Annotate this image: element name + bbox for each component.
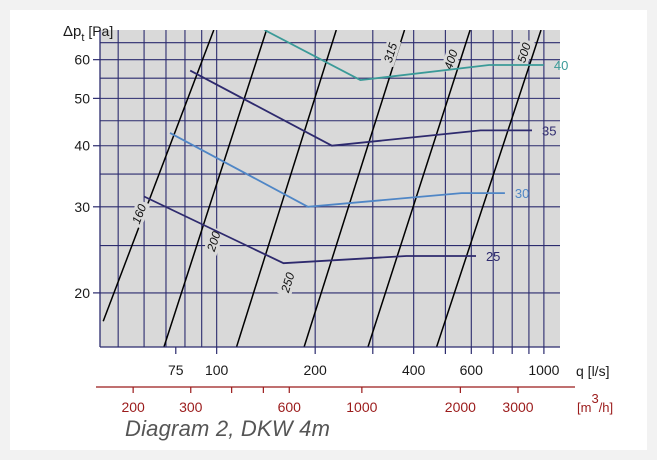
diameter-label-160: 160 [129, 202, 149, 226]
series-line-40 [264, 30, 544, 82]
series-label-25: 25 [486, 249, 500, 264]
series-label-30: 30 [515, 186, 529, 201]
ticks: 20 30 40 50 60 75 100 200 400 600 1000 200 300 600 100… [74, 52, 559, 415]
x-tick-label: 1000 [528, 362, 559, 378]
series-label-40: 40 [554, 58, 568, 73]
secondary-x-tick-label: 200 [121, 399, 145, 415]
diameter-line-400 [367, 30, 471, 347]
secondary-x-tick-label: 300 [179, 399, 203, 415]
y-tick-label: 30 [74, 199, 90, 215]
series-line-25 [143, 195, 476, 265]
y-tick-label: 60 [74, 52, 90, 68]
secondary-x-tick-label: 2000 [445, 399, 476, 415]
diameter-lines: 160 200 250 315 400 500 [102, 30, 542, 347]
diameter-label-400: 400 [441, 48, 461, 72]
diameter-label-bg [277, 268, 299, 298]
chart-caption: Diagram 2, DKW 4m [125, 416, 331, 441]
diameter-label-bg [128, 199, 151, 229]
diameter-line-200 [163, 30, 268, 347]
series-line-30 [169, 132, 505, 208]
axes [96, 30, 575, 388]
diameter-label-bg [379, 38, 402, 68]
diameter-label-500: 500 [514, 41, 534, 65]
secondary-x-tick-label: 1000 [346, 399, 377, 415]
x-tick-label: 400 [402, 362, 426, 378]
series-lines: 25 30 35 40 [143, 30, 568, 265]
secondary-x-tick-label: 3000 [502, 399, 533, 415]
x-tick-label: 600 [460, 362, 484, 378]
x-tick-label: 100 [205, 362, 229, 378]
x-axis-label: q [l/s] [576, 363, 609, 379]
y-axis-label: Δpt [Pa] [63, 23, 113, 44]
diameter-line-250 [235, 30, 337, 347]
diameter-line-315 [303, 30, 406, 347]
secondary-x-tick-label: 600 [278, 399, 302, 415]
y-tick-label: 40 [74, 138, 90, 154]
y-tick-label: 50 [74, 90, 90, 106]
diameter-label-250: 250 [278, 271, 298, 296]
x-tick-label: 200 [303, 362, 327, 378]
plot-area [100, 30, 560, 347]
diameter-label-200: 200 [204, 229, 224, 254]
secondary-x-axis-label: [m3/h] [577, 391, 613, 415]
diameter-line-160 [102, 30, 215, 322]
series-line-35 [189, 69, 532, 147]
diameter-label-bg [203, 226, 225, 256]
series-label-35: 35 [542, 123, 556, 138]
diameter-label-bg [513, 38, 535, 68]
diameter-line-500 [435, 30, 542, 347]
diameter-label-bg [440, 45, 462, 75]
diameter-label-315: 315 [381, 41, 400, 65]
x-tick-label: 75 [168, 362, 184, 378]
y-tick-label: 20 [74, 285, 90, 301]
gridlines [100, 30, 560, 347]
